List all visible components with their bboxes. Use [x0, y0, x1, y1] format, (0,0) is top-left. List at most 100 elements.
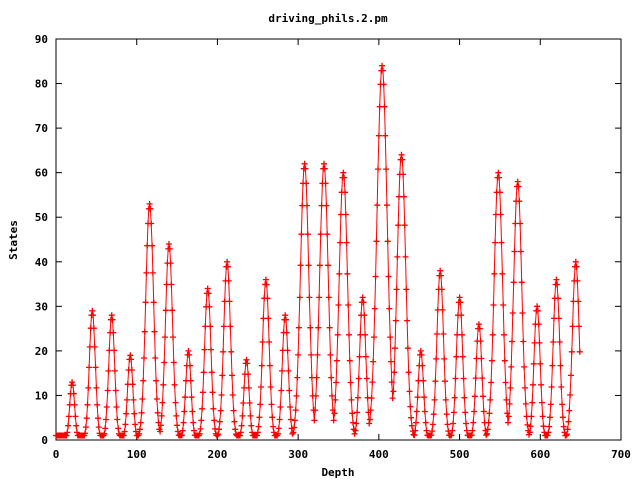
data-point: [305, 262, 312, 269]
data-point: [95, 415, 101, 422]
data-point: [448, 432, 455, 439]
data-point: [229, 372, 235, 379]
data-point: [266, 362, 273, 369]
data-point: [110, 329, 117, 336]
data-point: [199, 389, 206, 396]
data-point: [82, 424, 89, 431]
x-tick-label: 200: [207, 448, 227, 461]
y-tick-label: 80: [35, 78, 48, 91]
data-point: [240, 400, 247, 406]
data-point: [354, 394, 361, 401]
x-axis-label: Depth: [321, 466, 354, 479]
data-point: [534, 303, 541, 310]
data-point: [82, 430, 89, 437]
y-tick-label: 10: [35, 389, 48, 402]
data-point: [84, 401, 91, 408]
data-point: [302, 165, 309, 172]
data-point: [211, 417, 218, 424]
data-point: [452, 375, 459, 382]
data-point: [86, 364, 93, 371]
data-point: [429, 421, 436, 428]
data-point: [325, 294, 332, 301]
data-point: [419, 362, 426, 369]
data-point: [231, 418, 238, 425]
data-point: [414, 394, 421, 401]
data-point: [244, 360, 251, 367]
data-point: [71, 401, 78, 408]
data-point: [359, 294, 366, 301]
data-point: [128, 367, 135, 373]
data-point: [361, 312, 368, 319]
data-point: [475, 321, 482, 328]
data-point: [453, 353, 460, 360]
data-point: [372, 273, 379, 280]
data-point: [70, 390, 77, 397]
data-point: [459, 331, 465, 338]
data-point: [443, 411, 450, 418]
data-point: [450, 409, 457, 416]
data-point: [335, 302, 342, 308]
data-point: [442, 396, 449, 403]
x-tick-label: 100: [127, 448, 147, 461]
data-point: [331, 410, 338, 417]
data-point: [450, 420, 457, 427]
data-point: [524, 421, 531, 428]
data-point: [456, 294, 463, 301]
data-point: [502, 379, 509, 386]
data-point: [423, 427, 430, 434]
data-point: [296, 294, 303, 301]
data-point: [149, 242, 156, 249]
data-point: [496, 174, 503, 181]
data-point: [576, 323, 582, 330]
data-point: [312, 392, 319, 399]
data-point: [121, 428, 128, 435]
data-point: [124, 396, 130, 403]
data-point: [442, 378, 448, 385]
data-point: [382, 132, 389, 139]
data-point: [160, 381, 167, 388]
data-point: [565, 418, 572, 425]
data-point: [572, 258, 579, 265]
data-point: [385, 273, 392, 280]
data-point: [307, 324, 314, 331]
data-point: [392, 317, 399, 324]
data-point: [404, 345, 411, 352]
data-point: [433, 355, 440, 362]
data-point: [399, 156, 406, 163]
data-point: [178, 432, 185, 439]
data-point: [70, 382, 76, 389]
data-point: [214, 432, 221, 439]
data-point: [172, 399, 179, 406]
data-point: [438, 272, 444, 279]
data-point: [356, 353, 363, 360]
data-point: [304, 231, 311, 238]
data-point: [287, 404, 294, 410]
data-point: [209, 389, 216, 396]
data-point: [324, 231, 331, 238]
data-point: [517, 220, 524, 227]
data-point: [168, 281, 175, 288]
data-point: [566, 407, 573, 414]
data-point: [484, 426, 491, 433]
data-point: [486, 410, 493, 417]
y-tick-label: 20: [35, 345, 48, 358]
data-point: [153, 377, 160, 384]
data-point: [539, 413, 546, 420]
data-point: [347, 379, 354, 386]
data-point: [406, 388, 413, 395]
data-point: [349, 410, 356, 417]
data-point: [537, 360, 544, 367]
data-point: [90, 312, 97, 319]
data-point: [401, 222, 408, 229]
data-point: [219, 372, 226, 379]
data-point: [315, 324, 322, 331]
data-point: [232, 426, 239, 433]
data-point: [283, 329, 290, 336]
data-point: [563, 432, 570, 439]
y-tick-label: 40: [35, 256, 48, 269]
data-point: [170, 334, 176, 341]
data-point: [403, 286, 410, 293]
data-point: [115, 425, 122, 432]
data-point: [530, 360, 537, 367]
data-point: [83, 415, 90, 422]
